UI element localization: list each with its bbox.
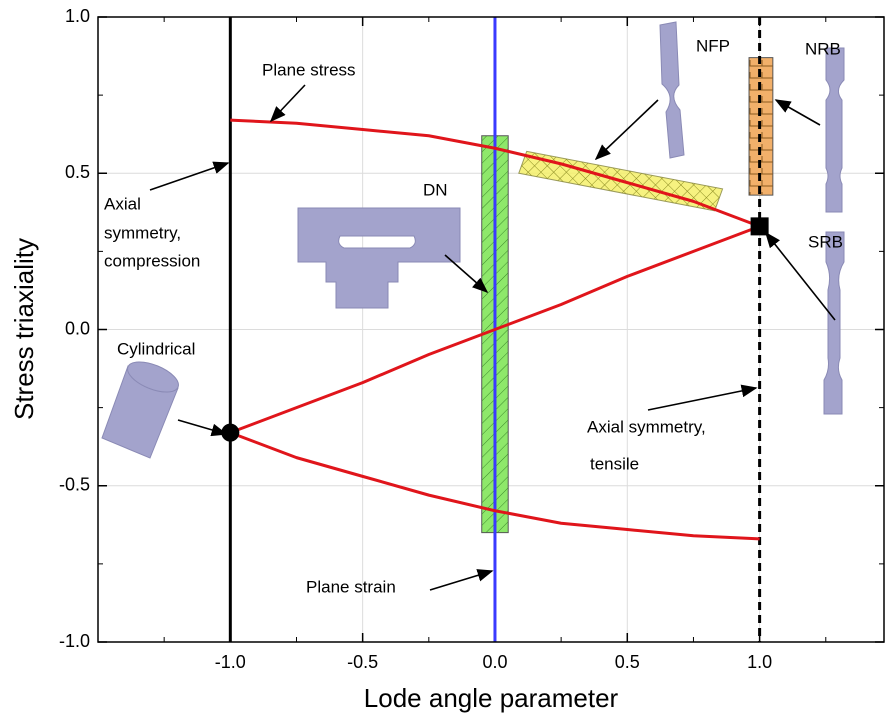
annotation: DN <box>423 180 448 199</box>
annotation: compression <box>104 251 200 270</box>
specimens <box>101 21 845 459</box>
cylinder-specimen <box>101 361 179 459</box>
plot <box>97 16 885 643</box>
dn-specimen <box>297 207 461 309</box>
x-tick-label: 1.0 <box>747 652 772 672</box>
annotation: Axial <box>104 194 141 213</box>
x-tick-label: 0.0 <box>482 652 507 672</box>
nrb-specimen <box>825 47 845 213</box>
arrows <box>149 84 836 591</box>
arrow <box>177 419 228 437</box>
curve <box>229 431 760 541</box>
annotation: Plane strain <box>306 577 396 596</box>
x-tick-label: -0.5 <box>347 652 378 672</box>
arrow <box>774 99 821 126</box>
nfp-specimen <box>659 21 685 159</box>
y-tick-label: -0.5 <box>59 475 90 495</box>
annotation: NRB <box>805 39 841 58</box>
y-tick-label: 0.0 <box>65 318 90 338</box>
arrow <box>594 99 659 161</box>
marker <box>750 217 769 236</box>
x-axis-label: Lode angle parameter <box>364 683 619 713</box>
arrow <box>269 84 306 123</box>
arrow <box>149 161 230 191</box>
arrow <box>765 231 836 321</box>
y-tick-label: 0.5 <box>65 162 90 182</box>
arrow <box>647 384 758 411</box>
x-tick-label: 0.5 <box>615 652 640 672</box>
annotation: symmetry, <box>104 223 181 242</box>
x-tick-label: -1.0 <box>215 652 246 672</box>
annotation: NFP <box>696 36 730 55</box>
curve <box>229 224 761 435</box>
annotation: SRB <box>808 232 843 251</box>
annotation: Cylindrical <box>117 339 195 358</box>
srb-specimen <box>823 231 845 415</box>
annotation: Plane stress <box>262 60 356 79</box>
curve <box>230 118 761 228</box>
annotation: Axial symmetry, <box>587 417 706 436</box>
arrow <box>444 254 489 294</box>
y-tick-label: 1.0 <box>65 6 90 26</box>
annotation: tensile <box>590 454 639 473</box>
y-tick-label: -1.0 <box>59 631 90 651</box>
plot-frame <box>97 16 885 643</box>
y-axis-label: Stress triaxiality <box>9 238 39 420</box>
arrow <box>429 569 494 591</box>
